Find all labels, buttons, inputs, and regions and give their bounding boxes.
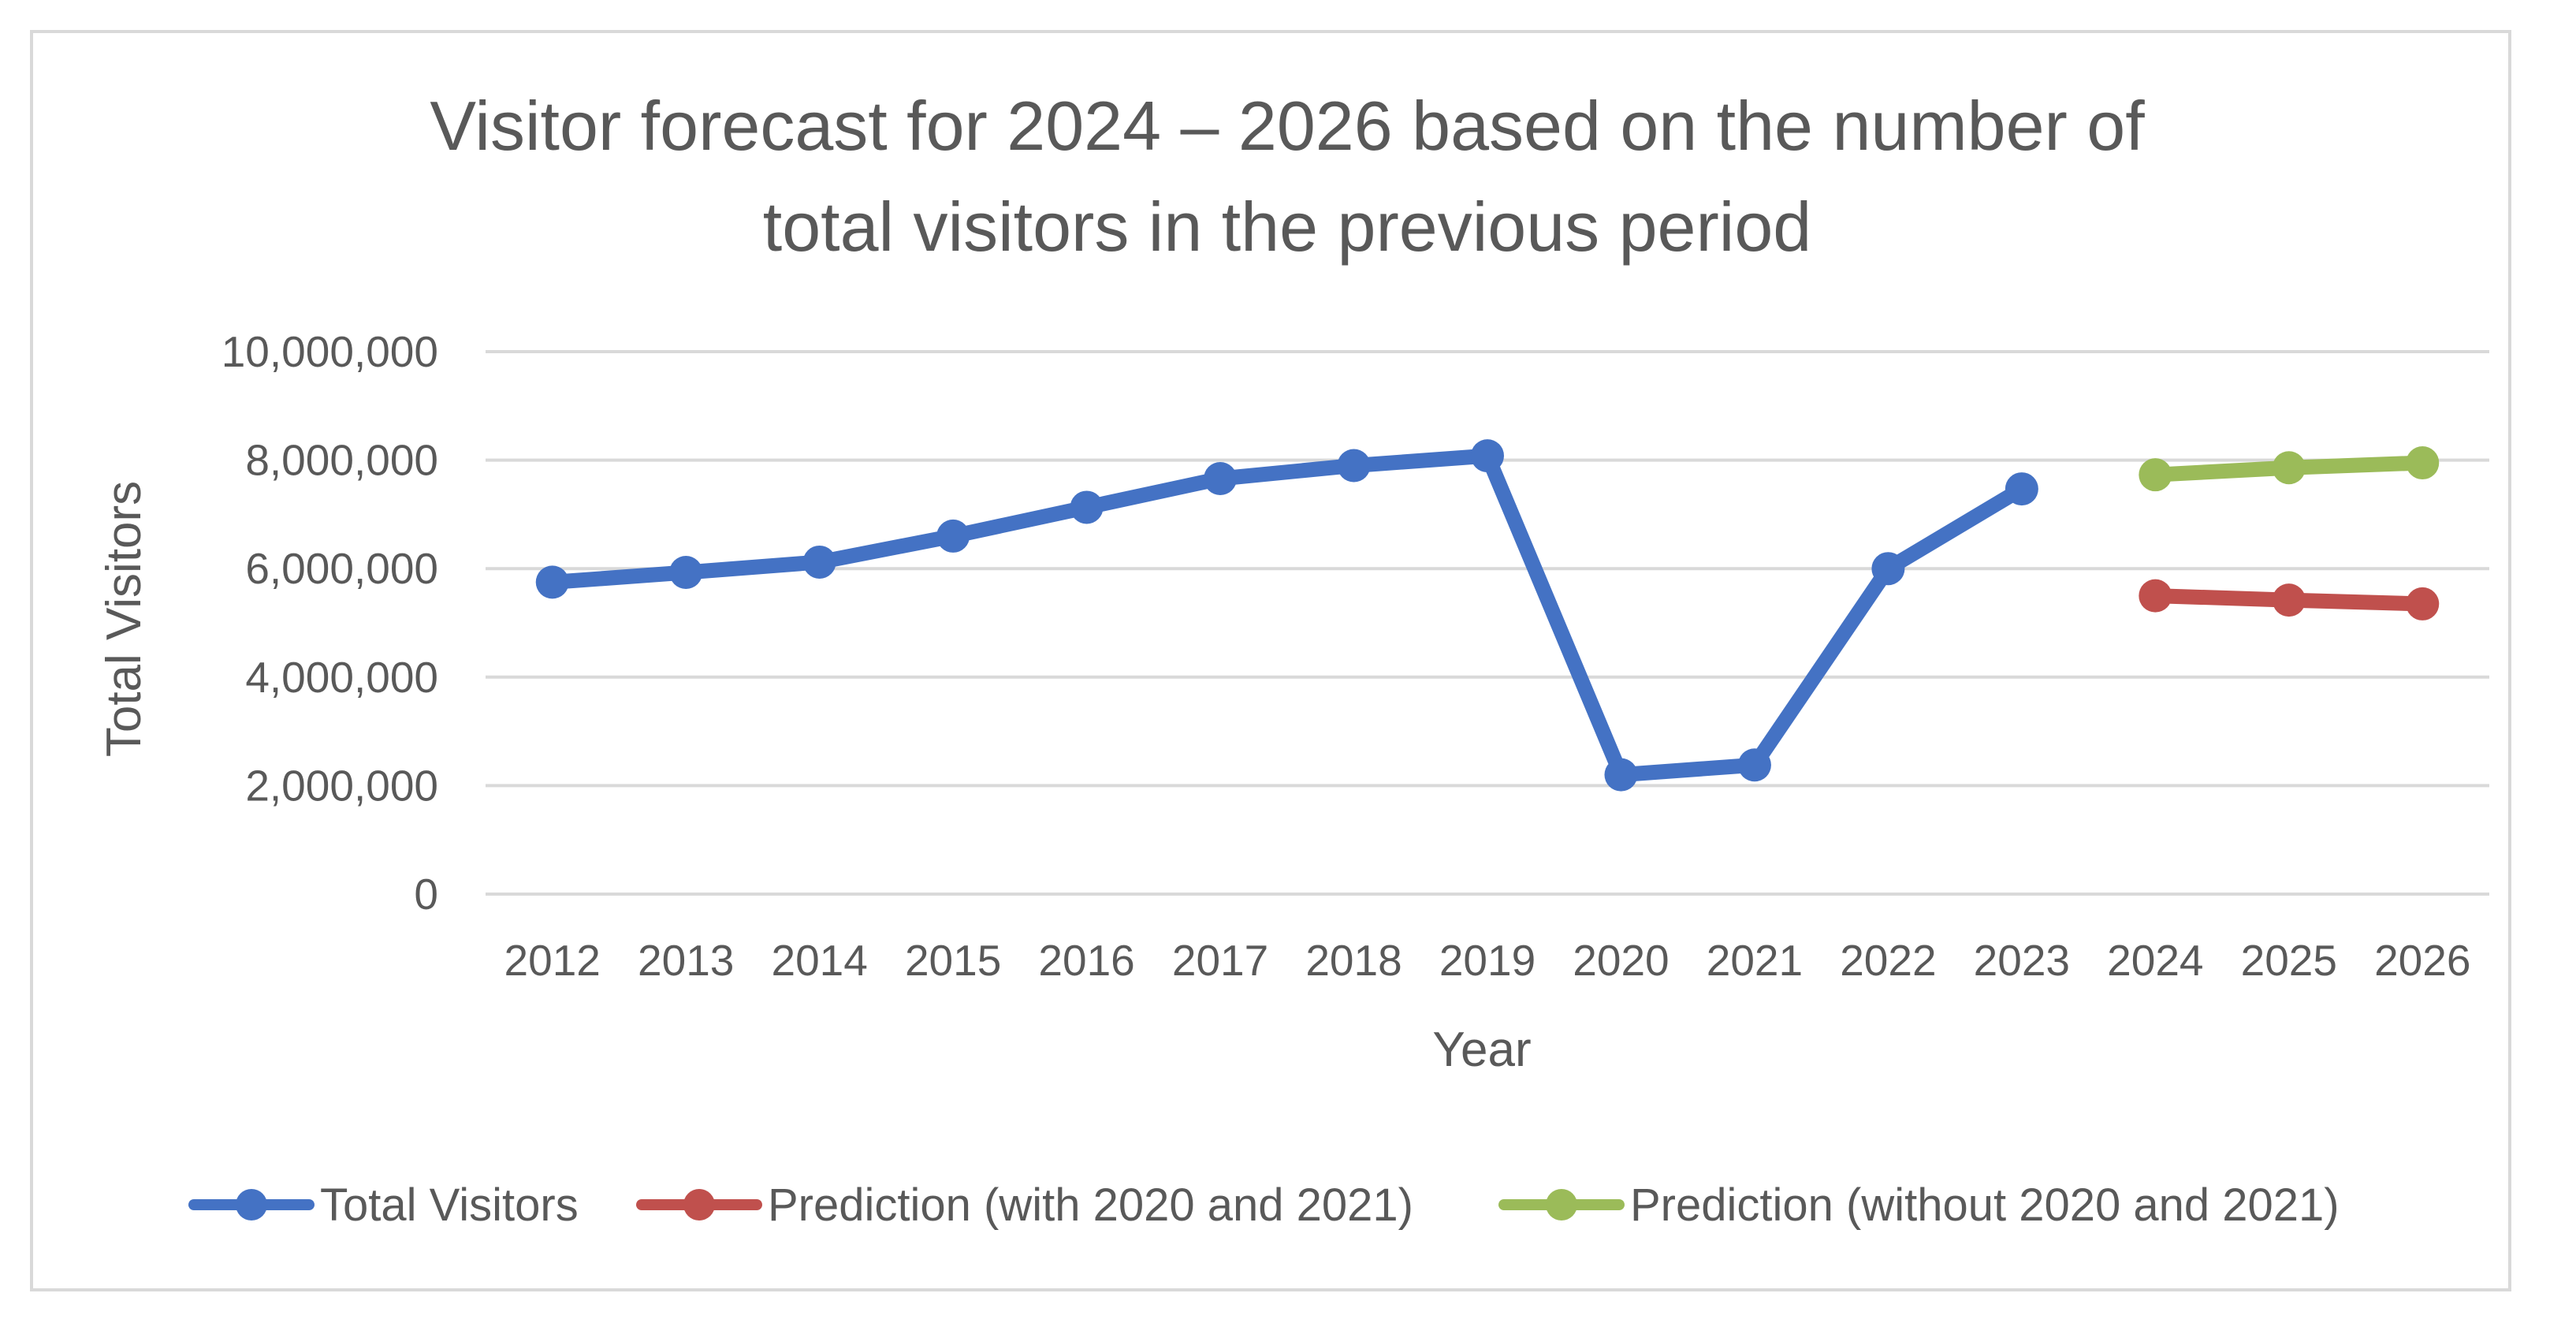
y-tick-label: 10,000,000	[221, 327, 438, 376]
x-tick-label: 2022	[1840, 936, 1936, 985]
x-tick-label: 2020	[1573, 936, 1669, 985]
chart-title: Visitor forecast for 2024 – 2026 based o…	[430, 87, 2145, 266]
chart-frame	[30, 30, 2511, 1291]
x-tick-label: 2012	[504, 936, 601, 985]
y-tick-label: 4,000,000	[245, 653, 438, 702]
legend-item[interactable]: Prediction (without 2020 and 2021)	[1498, 1180, 2340, 1231]
data-point[interactable]	[1871, 552, 1905, 586]
series-2	[2139, 579, 2440, 621]
x-tick-label: 2014	[771, 936, 867, 985]
x-tick-label: 2023	[1974, 936, 2070, 985]
data-point[interactable]	[1204, 461, 1238, 495]
x-tick-label: 2026	[2374, 936, 2470, 985]
x-axis-ticks: 2012 2013 2014 2015 2016 2017 2018 2019 2020 2021…	[504, 936, 2471, 985]
data-point[interactable]	[2406, 587, 2440, 621]
x-tick-label: 2019	[1439, 936, 1536, 985]
data-point[interactable]	[2272, 583, 2306, 617]
x-tick-label: 2018	[1305, 936, 1402, 985]
legend-marker	[683, 1189, 715, 1221]
y-axis-title: Total Visitors	[97, 481, 151, 757]
y-tick-label: 2,000,000	[245, 761, 438, 810]
data-point[interactable]	[1070, 490, 1104, 524]
y-axis-ticks: 0 2,000,000 4,000,000 6,000,000 8,000,000 10,…	[221, 327, 438, 919]
x-tick-label: 2016	[1038, 936, 1134, 985]
y-tick-label: 8,000,000	[245, 436, 438, 485]
legend-label: Total Visitors	[320, 1180, 579, 1231]
x-tick-label: 2017	[1172, 936, 1268, 985]
data-point[interactable]	[1471, 439, 1504, 473]
chart-title-line: total visitors in the previous period	[763, 188, 1811, 266]
legend-label: Prediction (with 2020 and 2021)	[768, 1180, 1413, 1231]
legend-item[interactable]: Prediction (with 2020 and 2021)	[636, 1180, 1413, 1231]
legend-marker	[236, 1189, 267, 1221]
x-tick-label: 2013	[638, 936, 734, 985]
data-point[interactable]	[535, 565, 569, 599]
x-tick-label: 2021	[1707, 936, 1803, 985]
x-tick-label: 2015	[905, 936, 1001, 985]
series-1	[535, 439, 2038, 792]
x-axis-title: Year	[1432, 1023, 1531, 1077]
data-point[interactable]	[1737, 748, 1771, 782]
series-line	[545, 448, 2030, 783]
data-point[interactable]	[802, 545, 836, 579]
data-point[interactable]	[2005, 472, 2038, 506]
x-tick-label: 2025	[2241, 936, 2337, 985]
data-point[interactable]	[1604, 758, 1638, 792]
chart-title-line: Visitor forecast for 2024 – 2026 based o…	[430, 87, 2145, 165]
series-3	[2139, 446, 2440, 492]
data-point[interactable]	[669, 556, 703, 590]
data-point[interactable]	[2406, 446, 2440, 480]
data-point[interactable]	[2139, 579, 2172, 613]
y-tick-label: 0	[414, 870, 438, 919]
legend-item[interactable]: Total Visitors	[188, 1180, 579, 1231]
series-layer	[535, 439, 2440, 792]
legend-label: Prediction (without 2020 and 2021)	[1630, 1180, 2340, 1231]
x-tick-label: 2024	[2107, 936, 2203, 985]
data-point[interactable]	[2272, 451, 2306, 485]
legend[interactable]: Total Visitors Prediction (with 2020 and …	[188, 1180, 2340, 1231]
data-point[interactable]	[1337, 449, 1371, 483]
data-point[interactable]	[936, 519, 970, 553]
gridlines	[486, 350, 2489, 896]
legend-marker	[1546, 1189, 1577, 1221]
y-tick-label: 6,000,000	[245, 544, 438, 593]
data-point[interactable]	[2139, 458, 2172, 492]
